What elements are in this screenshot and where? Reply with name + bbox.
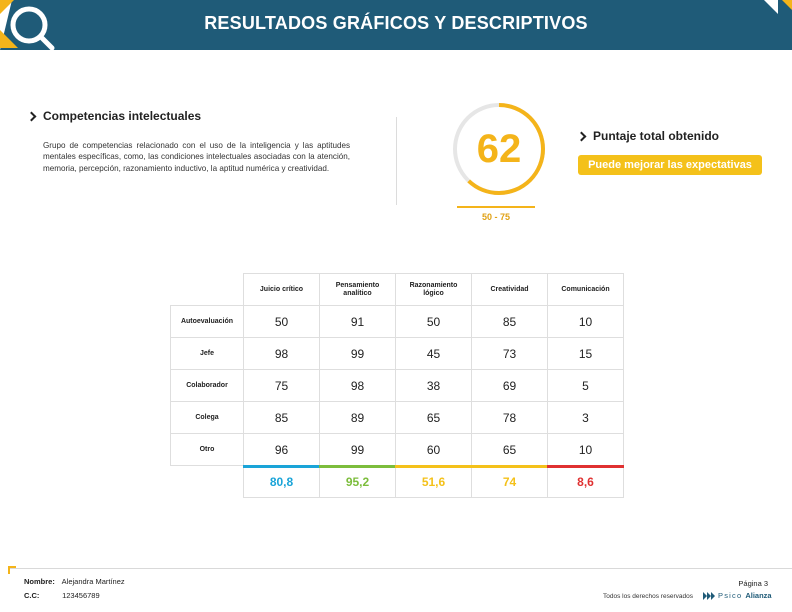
table-cell: 98 — [243, 337, 320, 370]
footer-logo: Psico Alianza — [703, 591, 772, 600]
average-stripe — [547, 465, 624, 468]
footer-name-label: Nombre: — [24, 577, 55, 586]
table-cell: 38 — [395, 369, 472, 402]
table-cell: 45 — [395, 337, 472, 370]
magnifier-icon — [0, 0, 55, 51]
column-header: Pensamiento analítico — [319, 273, 396, 306]
table-row: Jefe 98 99 45 73 15 — [170, 337, 624, 370]
footer-rights: Todos los derechos reservados — [603, 593, 693, 600]
section-heading-text: Competencias intelectuales — [43, 109, 202, 123]
row-label: Jefe — [170, 337, 244, 370]
table-row: Otro 96 99 60 65 10 — [170, 433, 624, 466]
average-stripe — [243, 465, 320, 468]
table-row: Colega 85 89 65 78 3 — [170, 401, 624, 434]
average-value: 74 — [502, 474, 517, 489]
row-label: Otro — [170, 433, 244, 466]
score-gauge — [453, 103, 545, 195]
table-cell: 5 — [547, 369, 624, 402]
table-cell: 78 — [471, 401, 548, 434]
table-corner — [171, 274, 244, 306]
average-stripe — [319, 465, 396, 468]
column-header: Razonamiento lógico — [395, 273, 472, 306]
results-table: Juicio crítico Pensamiento analítico Raz… — [170, 273, 624, 498]
average-value: 80,8 — [269, 474, 294, 489]
footer-divider — [8, 568, 792, 569]
page-number: Página 3 — [738, 579, 768, 588]
footer-cc: C.C: 123456789 — [24, 591, 100, 600]
section-heading: Competencias intelectuales — [26, 109, 202, 123]
table-cell: 3 — [547, 401, 624, 434]
average-cell: 95,2 — [319, 465, 396, 498]
row-label: Colaborador — [170, 369, 244, 402]
score-heading: Puntaje total obtenido — [576, 129, 719, 143]
chevron-right-icon — [576, 131, 587, 141]
score-badge: Puede mejorar las expectativas — [578, 155, 762, 175]
footer-cc-label: C.C: — [24, 591, 40, 600]
table-header-row: Juicio crítico Pensamiento analítico Raz… — [171, 273, 624, 306]
average-stripe — [471, 465, 548, 468]
table-cell: 91 — [319, 305, 396, 338]
page-header: RESULTADOS GRÁFICOS Y DESCRIPTIVOS — [0, 0, 792, 50]
table-cell: 85 — [243, 401, 320, 434]
table-cell: 99 — [319, 433, 396, 466]
average-cell: 74 — [471, 465, 548, 498]
logo-mark-icon — [703, 591, 715, 600]
range-underline — [457, 206, 535, 208]
footer-corner-accent — [8, 566, 16, 574]
score-range: 50 - 75 — [481, 212, 511, 222]
average-cell: 8,6 — [547, 465, 624, 498]
average-value: 8,6 — [577, 474, 594, 489]
column-header: Comunicación — [547, 273, 624, 306]
column-header: Creatividad — [471, 273, 548, 306]
header-corner-accent — [782, 0, 792, 10]
average-cell: 51,6 — [395, 465, 472, 498]
table-cell: 60 — [395, 433, 472, 466]
table-cell: 50 — [395, 305, 472, 338]
footer-name: Nombre: Alejandra Martínez — [24, 577, 125, 586]
average-stripe — [395, 465, 472, 468]
table-row: Autoevaluación 50 91 50 85 10 — [170, 305, 624, 338]
average-row-blank — [171, 466, 244, 498]
table-cell: 10 — [547, 433, 624, 466]
table-cell: 98 — [319, 369, 396, 402]
table-cell: 85 — [471, 305, 548, 338]
footer-name-value: Alejandra Martínez — [61, 577, 125, 586]
column-header: Juicio crítico — [243, 273, 320, 306]
row-label: Colega — [170, 401, 244, 434]
table-cell: 89 — [319, 401, 396, 434]
score-value: 62 — [476, 126, 522, 171]
table-average-row: 80,8 95,2 51,6 74 8,6 — [171, 465, 624, 498]
table-cell: 96 — [243, 433, 320, 466]
table-cell: 10 — [547, 305, 624, 338]
table-cell: 50 — [243, 305, 320, 338]
footer-cc-value: 123456789 — [62, 591, 100, 600]
table-cell: 65 — [471, 433, 548, 466]
table-cell: 75 — [243, 369, 320, 402]
row-label: Autoevaluación — [170, 305, 244, 338]
table-cell: 15 — [547, 337, 624, 370]
logo-text-bold: Alianza — [745, 591, 772, 600]
table-cell: 99 — [319, 337, 396, 370]
score-heading-text: Puntaje total obtenido — [593, 129, 719, 143]
section-description: Grupo de competencias relacionado con el… — [43, 141, 350, 173]
page-title: RESULTADOS GRÁFICOS Y DESCRIPTIVOS — [204, 13, 588, 33]
chevron-right-icon — [26, 111, 37, 121]
average-value: 95,2 — [345, 474, 370, 489]
table-cell: 69 — [471, 369, 548, 402]
header-corner-cut — [764, 0, 778, 14]
table-row: Colaborador 75 98 38 69 5 — [170, 369, 624, 402]
logo-text-light: Psico — [718, 591, 743, 600]
table-cell: 65 — [395, 401, 472, 434]
average-value: 51,6 — [421, 474, 446, 489]
average-cell: 80,8 — [243, 465, 320, 498]
table-cell: 73 — [471, 337, 548, 370]
section-divider — [396, 117, 397, 205]
